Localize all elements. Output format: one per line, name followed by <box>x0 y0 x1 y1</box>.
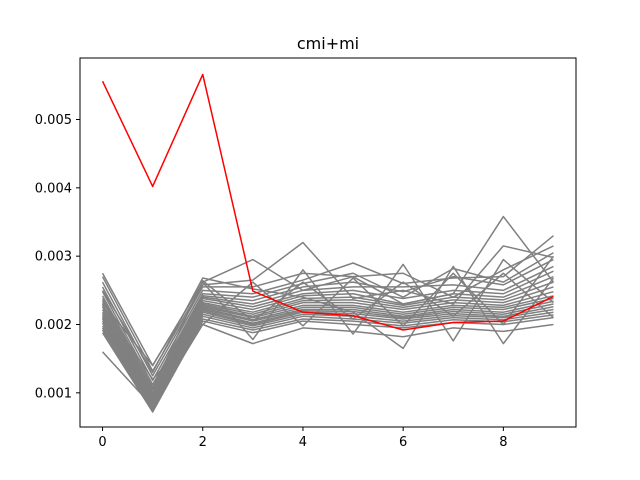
x-axis: 0 2 4 6 8 <box>98 427 507 450</box>
y-tick-label: 0.002 <box>35 318 72 333</box>
background-series-line-18 <box>101 308 554 409</box>
background-series-group <box>101 215 555 413</box>
x-tick-label: 6 <box>399 435 407 450</box>
y-axis: 0.001 0.002 0.003 0.004 0.005 <box>35 113 80 401</box>
background-series-line-5 <box>101 252 554 386</box>
background-series-line-6 <box>101 258 554 389</box>
x-tick-label: 4 <box>299 435 307 450</box>
background-series-line-22 <box>101 323 554 408</box>
x-tick-label: 2 <box>199 435 207 450</box>
background-series-line-19 <box>101 311 554 410</box>
background-series-line-25 <box>101 255 555 380</box>
background-series-line-8 <box>101 270 554 394</box>
y-tick-label: 0.003 <box>35 250 72 265</box>
background-series-line-3 <box>101 245 554 377</box>
x-tick-label: 0 <box>98 435 106 450</box>
background-series-line-17 <box>101 305 554 408</box>
highlight-series-line <box>101 73 554 331</box>
plot-frame <box>79 57 577 428</box>
y-tick-label: 0.004 <box>35 181 72 196</box>
background-series-line-26 <box>101 272 554 391</box>
x-tick-label: 8 <box>499 435 507 450</box>
chart-title: cmi+mi <box>297 34 359 53</box>
highlight-series-group <box>101 73 554 331</box>
background-series-line-7 <box>101 265 554 391</box>
y-tick-label: 0.001 <box>35 386 72 401</box>
y-tick-label: 0.005 <box>35 113 72 128</box>
